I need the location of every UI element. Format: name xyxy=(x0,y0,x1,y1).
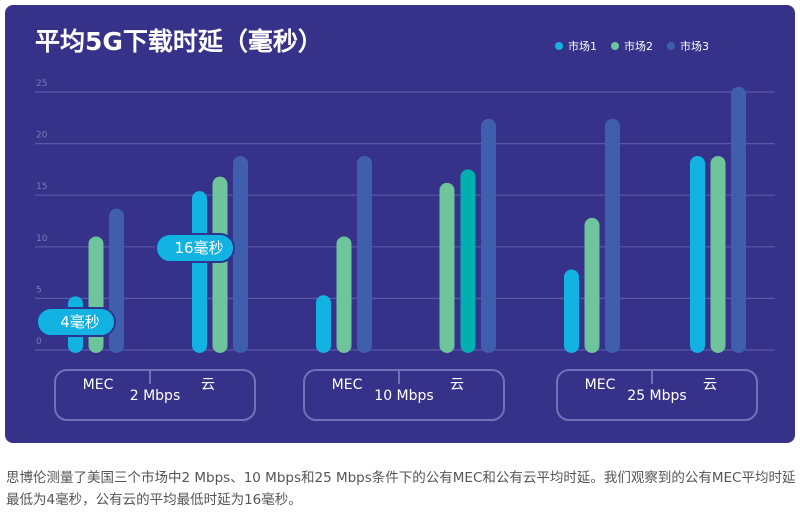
y-tick-label: 10 xyxy=(36,234,48,244)
chart-plot: 0 5 10 15 20 25 MEC 云 2 Mbps MEC 云 10 Mbps MEC 云 25 Mb… xyxy=(35,79,775,421)
group-left-label: MEC xyxy=(585,377,616,393)
group-box xyxy=(303,369,505,421)
legend-label: 市场3 xyxy=(680,40,709,53)
bar xyxy=(481,118,496,353)
bar xyxy=(316,295,331,353)
group-right-label: 云 xyxy=(450,377,464,393)
group-box xyxy=(556,369,758,421)
bar xyxy=(731,86,746,353)
legend-label: 市场2 xyxy=(624,40,653,53)
legend-swatch xyxy=(555,42,563,50)
bar xyxy=(212,176,228,353)
legend: 市场1 市场2 市场3 xyxy=(555,38,709,54)
legend-item: 市场1 xyxy=(555,38,597,54)
bar xyxy=(439,182,455,353)
legend-swatch xyxy=(667,42,675,50)
legend-item: 市场3 xyxy=(667,38,709,54)
y-tick-label: 20 xyxy=(36,131,48,141)
y-tick-label: 5 xyxy=(36,285,42,295)
bar xyxy=(584,217,600,353)
legend-item: 市场2 xyxy=(611,38,653,54)
bar xyxy=(710,155,726,353)
bar xyxy=(460,169,476,353)
legend-label: 市场1 xyxy=(568,40,597,53)
caption: 思博伦测量了美国三个市场中2 Mbps、10 Mbps和25 Mbps条件下的公… xyxy=(6,470,796,508)
bar xyxy=(357,155,372,353)
group-speed-label: 25 Mbps xyxy=(627,388,686,404)
group-box xyxy=(54,369,256,421)
bar xyxy=(192,191,207,353)
group-left-label: MEC xyxy=(332,377,363,393)
callout-label: 16毫秒 xyxy=(174,239,223,257)
bar xyxy=(690,155,705,353)
bar xyxy=(564,269,579,353)
group-speed-label: 2 Mbps xyxy=(130,388,181,404)
callout-pill xyxy=(36,307,116,337)
group-right-label: 云 xyxy=(703,377,717,393)
y-tick-label: 0 xyxy=(36,337,42,347)
bar xyxy=(336,236,352,353)
group-left-label: MEC xyxy=(83,377,114,393)
group-right-label: 云 xyxy=(201,377,215,393)
group-speed-label: 10 Mbps xyxy=(374,388,433,404)
y-tick-label: 25 xyxy=(36,79,47,89)
bar xyxy=(233,155,248,353)
callout-pill xyxy=(155,233,235,263)
callout-label: 4毫秒 xyxy=(60,313,100,331)
chart-title: 平均5G下载时延（毫秒） xyxy=(35,27,323,56)
bar xyxy=(605,118,620,353)
legend-swatch xyxy=(611,42,619,50)
y-tick-label: 15 xyxy=(36,182,47,192)
